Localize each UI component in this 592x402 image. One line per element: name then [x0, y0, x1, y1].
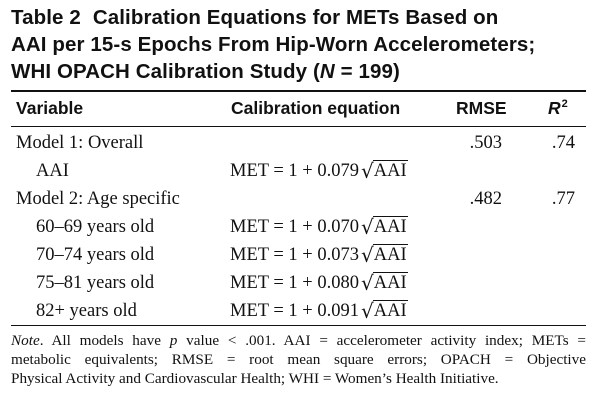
note-label: Note: [11, 332, 40, 349]
note-line-2: metabolic equivalents; RMSE = root mean …: [11, 351, 586, 368]
square-root-symbol: √: [360, 299, 374, 323]
equation-prefix: MET = 1 + 0.080: [230, 273, 359, 293]
row-rmse: .503: [469, 133, 502, 153]
title-text-3-prefix: WHI OPACH Calibration Study (: [11, 60, 320, 83]
row-equation: MET = 1 + 0.079 √AAI: [230, 158, 408, 184]
row-variable: Model 2: Age specific: [16, 189, 180, 209]
sample-size-variable: N: [319, 60, 335, 83]
title-line-2: AAI per 15-s Epochs From Hip-Worn Accele…: [11, 33, 536, 56]
equation-radicand: AAI: [372, 300, 408, 321]
equation-prefix: MET = 1 + 0.091: [230, 301, 359, 321]
table-title: Table 2 Calibration Equations for METs Ba…: [11, 4, 586, 85]
equation-prefix: MET = 1 + 0.073: [230, 245, 359, 265]
equation-radicand: AAI: [372, 244, 408, 265]
row-variable: 60–69 years old: [36, 217, 155, 237]
table-note: Note. All models have p value < .001. AA…: [11, 331, 586, 388]
row-rmse: .482: [469, 189, 502, 209]
header-rmse: RMSE: [456, 98, 507, 118]
row-variable: 70–74 years old: [36, 245, 155, 265]
square-root-symbol: √: [360, 159, 374, 183]
note-line-3: Physical Activity and Cardiovascular Hea…: [11, 370, 499, 387]
table-label: Table 2: [11, 6, 81, 29]
header-rule: [11, 126, 586, 127]
square-root-symbol: √: [360, 271, 374, 295]
equation-radicand: AAI: [372, 160, 408, 181]
equation-radicand: AAI: [372, 216, 408, 237]
header-r-squared: R2: [548, 98, 568, 122]
title-text-3-suffix: = 199): [334, 60, 400, 83]
row-variable: Model 1: Overall: [16, 133, 144, 153]
header-equation: Calibration equation: [231, 98, 401, 118]
note-text-1a: . All models have: [39, 332, 170, 349]
bottom-rule: [11, 325, 586, 326]
note-line-1: Note. All models have p value < .001. AA…: [11, 331, 586, 350]
row-equation: MET = 1 + 0.073 √AAI: [230, 242, 408, 268]
title-line-1: Table 2 Calibration Equations for METs Ba…: [11, 4, 586, 31]
row-equation: MET = 1 + 0.080 √AAI: [230, 270, 408, 296]
top-rule: [11, 90, 586, 92]
note-p-variable: p: [169, 332, 178, 349]
equation-prefix: MET = 1 + 0.070: [230, 217, 359, 237]
square-root-symbol: √: [360, 243, 374, 267]
equation-prefix: MET = 1 + 0.079: [230, 161, 359, 181]
title-text-1: Calibration Equations for METs Based on: [92, 6, 499, 29]
row-r-squared: .74: [551, 133, 575, 153]
row-variable: 75–81 years old: [36, 273, 155, 293]
row-equation: MET = 1 + 0.091 √AAI: [230, 298, 408, 324]
row-equation: MET = 1 + 0.070 √AAI: [230, 214, 408, 240]
row-r-squared: .77: [551, 189, 575, 209]
header-r-superscript: 2: [561, 98, 568, 110]
row-variable: AAI: [36, 161, 69, 181]
header-r-base: R: [548, 98, 561, 118]
square-root-symbol: √: [360, 215, 374, 239]
row-variable: 82+ years old: [36, 301, 137, 321]
title-line-3: WHI OPACH Calibration Study (N = 199): [11, 58, 586, 85]
equation-radicand: AAI: [372, 272, 408, 293]
note-text-1b: value < .001. AAI = accelerometer activi…: [177, 332, 586, 349]
header-variable: Variable: [16, 98, 84, 118]
